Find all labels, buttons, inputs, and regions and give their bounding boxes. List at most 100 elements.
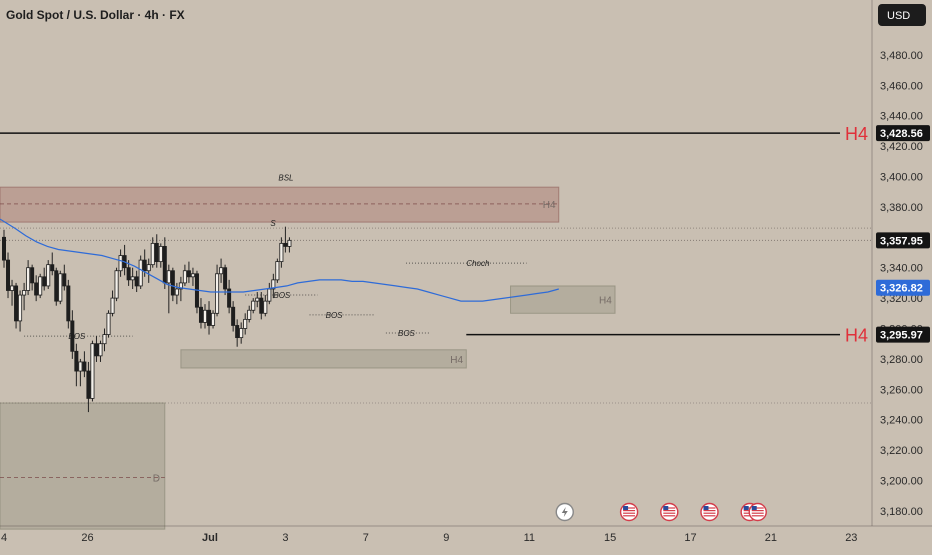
zone-box xyxy=(0,186,560,223)
candle-body xyxy=(166,270,171,284)
y-tick-label: 3,460.00 xyxy=(880,80,923,92)
candle-body xyxy=(26,267,31,291)
y-tick-label: 3,340.00 xyxy=(880,263,923,275)
candle-body xyxy=(255,297,260,302)
y-tick-label: 3,200.00 xyxy=(880,476,923,488)
candle-body xyxy=(38,276,43,296)
flag-canton xyxy=(743,506,749,510)
candle-body xyxy=(2,236,7,261)
candle-body xyxy=(18,294,23,322)
candle-body xyxy=(211,312,216,326)
candle-body xyxy=(279,242,284,263)
candle-body xyxy=(134,276,139,287)
price-axis[interactable] xyxy=(872,0,932,550)
candle-body xyxy=(114,270,119,299)
candle-body xyxy=(162,246,167,284)
candle-body xyxy=(42,276,47,287)
flag-canton xyxy=(663,506,669,510)
candle-body xyxy=(98,343,103,357)
y-tick-label: 3,320.00 xyxy=(880,293,923,305)
moving-average-line xyxy=(0,218,559,302)
candle-body xyxy=(102,334,107,345)
candle-body xyxy=(22,290,27,296)
y-tick-label: 3,220.00 xyxy=(880,445,923,457)
candle-body xyxy=(86,370,91,399)
annotation-label: BOS xyxy=(68,332,86,341)
candle-body xyxy=(62,273,67,287)
x-tick-label: 4 xyxy=(1,532,7,544)
y-tick-label: 3,440.00 xyxy=(880,111,923,123)
candle-body xyxy=(283,242,288,247)
candle-body xyxy=(227,288,232,308)
flag-canton xyxy=(703,506,709,510)
y-tick-label: 3,180.00 xyxy=(880,506,923,518)
candle-body xyxy=(74,350,79,372)
candle-body xyxy=(10,285,15,291)
flag-canton xyxy=(623,506,629,510)
candle-body xyxy=(82,361,87,372)
y-tick-label: 3,420.00 xyxy=(880,141,923,153)
price-badge xyxy=(876,125,930,142)
candle-body xyxy=(243,318,248,329)
candle-body xyxy=(247,309,252,320)
candle-body xyxy=(110,297,115,314)
x-tick-label: 3 xyxy=(282,532,288,544)
candle-body xyxy=(130,276,135,281)
chart-title: Gold Spot / U.S. Dollar · 4h · FX xyxy=(6,8,185,22)
candle-body xyxy=(142,259,147,272)
candle-body xyxy=(182,270,187,284)
candle-body xyxy=(259,297,264,314)
annotation-label: Choch xyxy=(466,259,490,268)
candle-body xyxy=(174,288,179,296)
candle-body xyxy=(46,264,51,287)
candle-body xyxy=(223,267,228,290)
bolt-glyph xyxy=(561,507,568,517)
zone-label: H4 xyxy=(450,355,463,366)
candle-body xyxy=(231,306,236,326)
annotation-label: BOS xyxy=(273,291,291,300)
key-level-tag: H4 xyxy=(845,326,868,346)
candle-body xyxy=(70,320,75,352)
price-badge-label: 3,326.82 xyxy=(880,283,923,295)
zone-label: H4 xyxy=(543,200,556,211)
x-tick-label: 21 xyxy=(765,532,777,544)
price-badge-label: 3,295.97 xyxy=(880,330,923,342)
candle-body xyxy=(34,282,39,296)
candle-body xyxy=(150,242,155,266)
candle-body xyxy=(219,267,224,275)
y-tick-label: 3,380.00 xyxy=(880,202,923,214)
x-tick-label: 26 xyxy=(81,532,93,544)
candle-body xyxy=(78,361,83,372)
candle-body xyxy=(215,273,220,314)
candle-body xyxy=(14,285,19,322)
price-badge xyxy=(876,232,930,249)
candle-body xyxy=(207,309,212,326)
candle-body xyxy=(146,264,151,272)
candle-body xyxy=(239,328,244,339)
candle-body xyxy=(251,300,256,311)
annotation-label: BOS xyxy=(398,329,416,338)
x-tick-label: 9 xyxy=(443,532,449,544)
y-tick-label: 3,240.00 xyxy=(880,415,923,427)
candle-body xyxy=(90,343,95,399)
annotation-label: S xyxy=(270,219,276,228)
currency-badge[interactable] xyxy=(878,4,926,26)
candle-body xyxy=(54,270,59,302)
y-tick-label: 3,280.00 xyxy=(880,354,923,366)
price-badge-label: 3,428.56 xyxy=(880,128,923,140)
x-tick-label: 17 xyxy=(684,532,696,544)
y-tick-label: 3,480.00 xyxy=(880,50,923,62)
zone-box xyxy=(510,285,616,314)
flag-canton xyxy=(751,506,757,510)
candle-body xyxy=(58,273,63,302)
y-tick-label: 3,260.00 xyxy=(880,384,923,396)
candle-body xyxy=(263,300,268,314)
x-tick-label: 7 xyxy=(363,532,369,544)
y-tick-label: 3,400.00 xyxy=(880,172,923,184)
candle-body xyxy=(138,259,143,287)
candle-body xyxy=(158,246,163,263)
candle-body xyxy=(267,288,272,302)
